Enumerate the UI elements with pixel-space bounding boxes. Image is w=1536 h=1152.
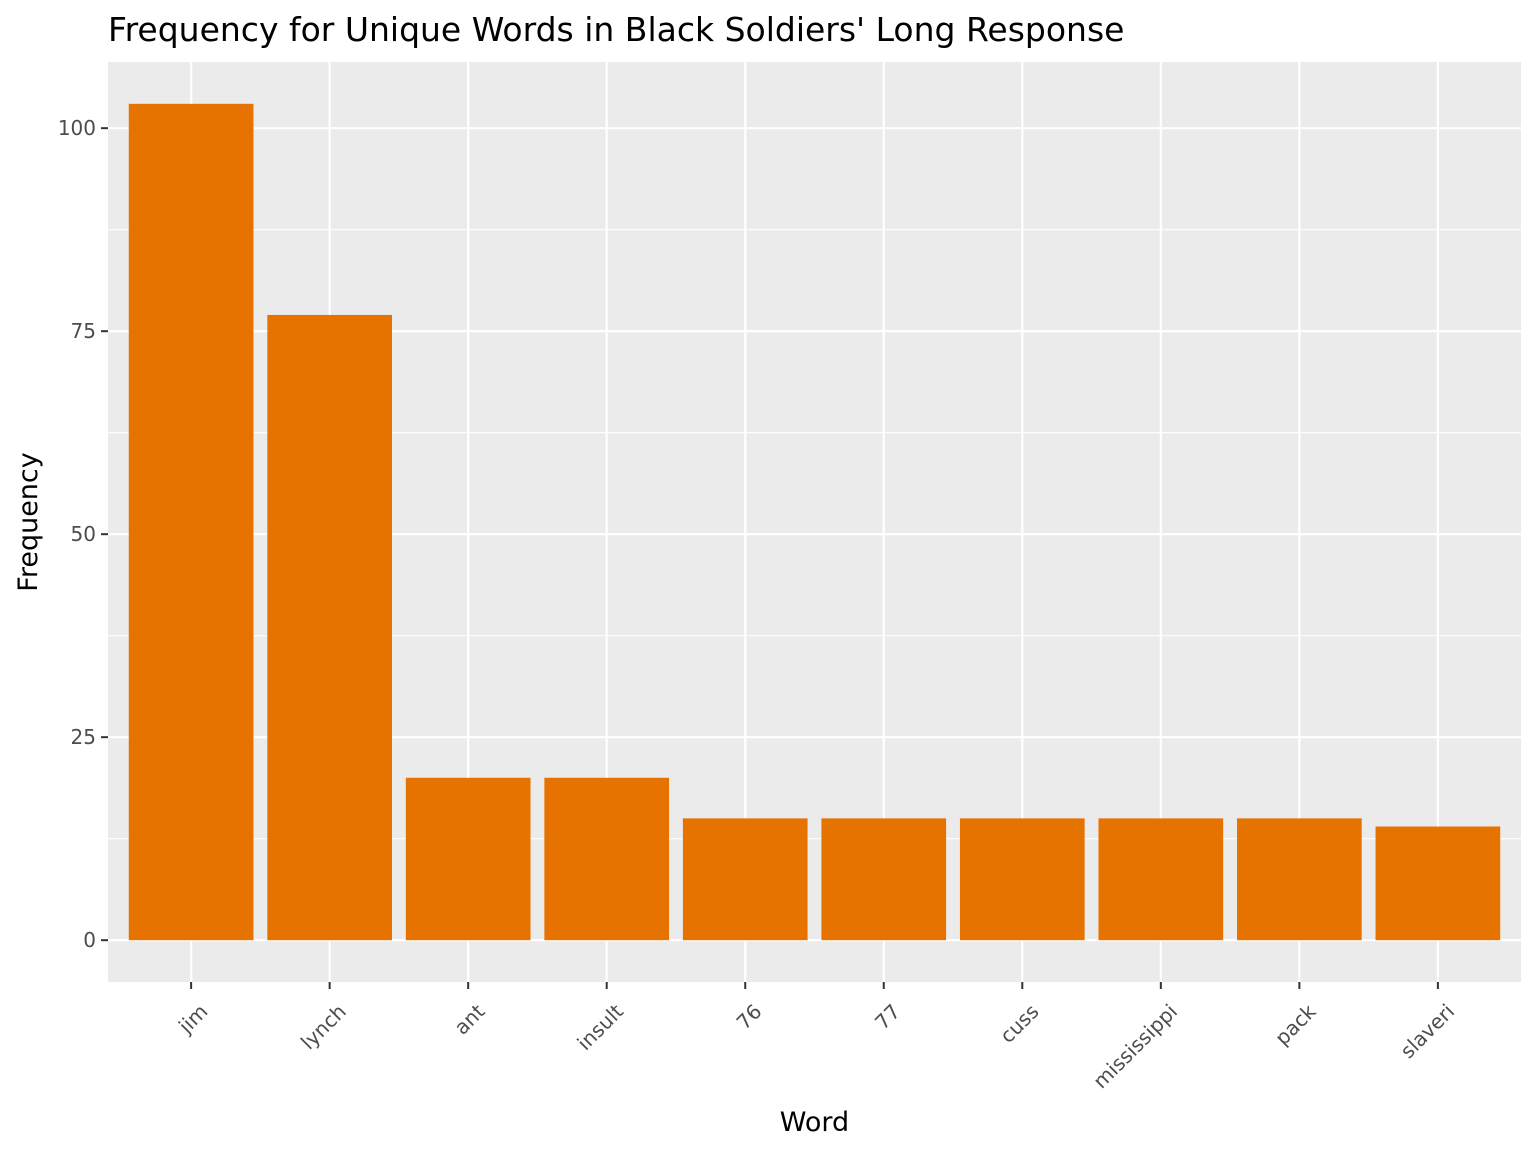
bar-layer	[128, 103, 1501, 941]
y-tick-label: 75	[71, 319, 96, 343]
y-tick-label: 50	[71, 522, 96, 546]
y-tick-label: 25	[71, 725, 96, 749]
x-axis-title: Word	[780, 1107, 849, 1138]
chart-title: Frequency for Unique Words in Black Sold…	[108, 10, 1124, 49]
bar-insult	[544, 777, 670, 941]
bar-ant	[405, 777, 531, 941]
x-tick-label: cuss	[995, 999, 1043, 1047]
x-tick-label: ant	[449, 999, 489, 1039]
y-tick-label: 100	[58, 116, 96, 140]
y-tick-label: 0	[83, 928, 96, 952]
x-tick-label: insult	[572, 999, 628, 1055]
x-tick-label: jim	[173, 999, 212, 1038]
x-tick-label: 76	[732, 999, 767, 1034]
x-tick-label: lynch	[296, 999, 351, 1054]
x-tick-label: slaveri	[1395, 999, 1459, 1063]
x-tick-label: pack	[1270, 999, 1321, 1050]
bar-76	[682, 818, 808, 941]
bar-77	[821, 818, 947, 941]
bar-pack	[1237, 818, 1362, 941]
bar-slaveri	[1375, 826, 1501, 941]
bar-mississippi	[1098, 818, 1224, 941]
x-tick-label: 77	[870, 999, 905, 1034]
bar-jim	[128, 103, 254, 941]
y-axis-title: Frequency	[13, 452, 44, 592]
bar-cuss	[959, 818, 1085, 941]
x-tick-label: mississippi	[1088, 999, 1182, 1093]
bar-lynch	[267, 314, 392, 941]
